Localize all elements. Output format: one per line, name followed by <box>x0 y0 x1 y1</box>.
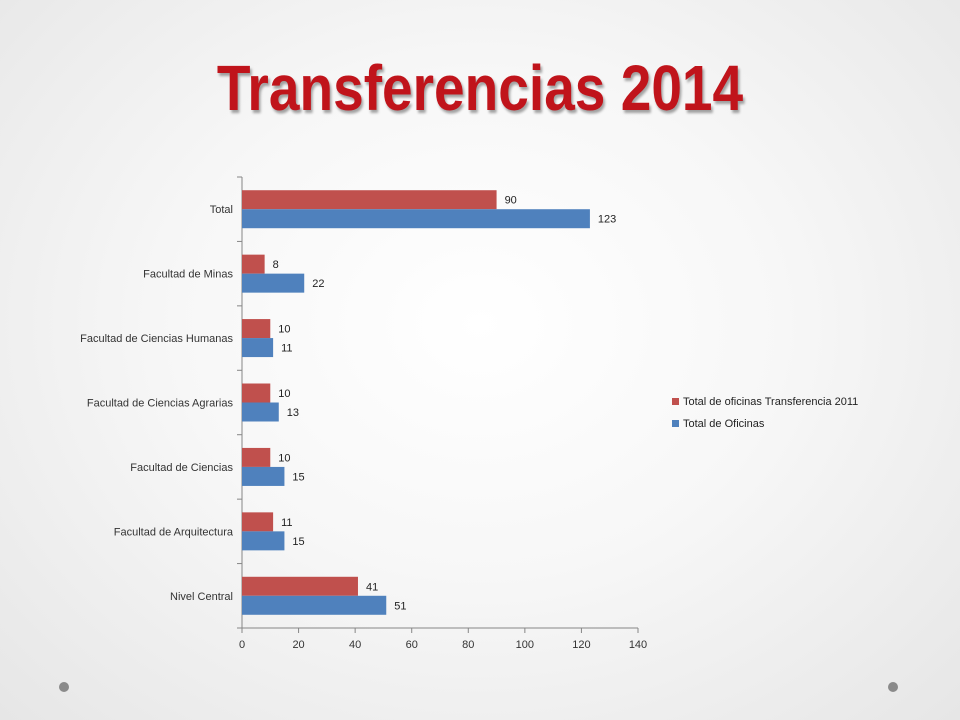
data-label: 10 <box>278 452 290 464</box>
x-tick-label: 20 <box>292 639 304 651</box>
y-category-label: Nivel Central <box>170 591 233 603</box>
bar-transferencia-2011 <box>242 190 497 210</box>
chart-bars <box>242 190 590 615</box>
bar-transferencia-2011 <box>242 383 271 403</box>
slide-title: Transferencias 2014 <box>216 52 744 124</box>
right-corner-dot <box>888 682 898 692</box>
legend-label: Total de oficinas Transferencia 2011 <box>683 396 858 408</box>
data-label: 11 <box>281 343 292 355</box>
x-tick-label: 60 <box>406 639 418 651</box>
bar-transferencia-2011 <box>242 319 271 339</box>
x-tick-label: 140 <box>629 639 647 651</box>
data-label: 13 <box>287 407 299 419</box>
y-category-label: Total <box>210 204 233 216</box>
bar-total-oficinas <box>242 338 274 358</box>
bar-transferencia-2011 <box>242 254 265 274</box>
data-label: 123 <box>598 214 616 226</box>
bar-total-oficinas <box>242 402 279 422</box>
data-label: 15 <box>292 471 304 483</box>
bar-total-oficinas <box>242 466 285 486</box>
left-corner-dot <box>59 682 69 692</box>
bar-total-oficinas <box>242 531 285 551</box>
data-label: 11 <box>281 517 292 529</box>
bar-transferencia-2011 <box>242 576 358 596</box>
y-category-label: Facultad de Minas <box>143 269 233 281</box>
data-label: 51 <box>394 600 406 612</box>
x-tick-label: 100 <box>516 639 534 651</box>
data-label: 22 <box>312 278 324 290</box>
chart-axes: 0 20 40 60 80 100 120 140 Total Facultad de Minas… <box>80 176 647 651</box>
x-tick-label: 120 <box>572 639 590 651</box>
x-tick-label: 0 <box>239 639 245 651</box>
legend-swatch <box>672 420 679 427</box>
x-tick-label: 80 <box>462 639 474 651</box>
y-category-label: Facultad de Ciencias Agrarias <box>87 398 234 410</box>
y-category-label: Facultad de Arquitectura <box>114 526 234 538</box>
bar-total-oficinas <box>242 273 305 293</box>
y-category-label: Facultad de Ciencias <box>130 462 233 474</box>
bar-transferencia-2011 <box>242 512 274 532</box>
bar-transferencia-2011 <box>242 447 271 467</box>
legend-swatch <box>672 398 679 405</box>
legend-label: Total de Oficinas <box>683 418 765 430</box>
bar-total-oficinas <box>242 209 590 229</box>
data-label: 8 <box>273 259 279 271</box>
data-label: 10 <box>278 324 290 336</box>
data-label: 15 <box>292 536 304 548</box>
x-tick-label: 40 <box>349 639 361 651</box>
chart-legend: Total de oficinas Transferencia 2011 Tota… <box>672 396 858 430</box>
data-label: 41 <box>366 581 378 593</box>
bar-total-oficinas <box>242 595 387 615</box>
data-label: 10 <box>278 388 290 400</box>
data-label: 90 <box>505 195 517 207</box>
y-category-label: Facultad de Ciencias Humanas <box>80 333 233 345</box>
